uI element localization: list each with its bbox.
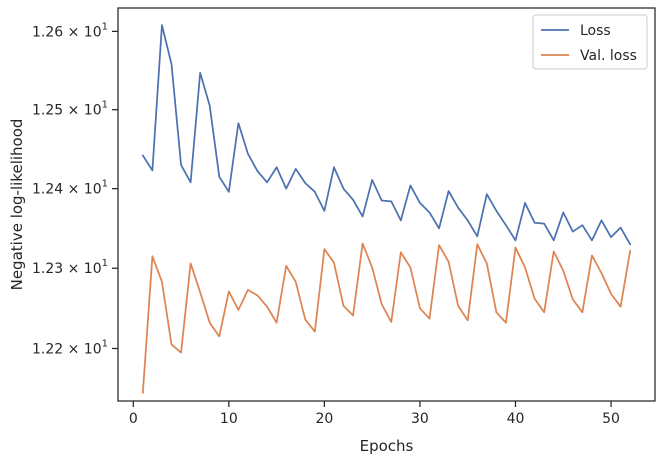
y-tick-times: × [63,182,84,198]
y-tick-exponent: 1 [102,179,108,190]
y-tick-times: × [63,341,84,357]
x-axis-label: Epochs [360,437,414,455]
y-tick-mantissa: 1.23 [32,261,63,277]
y-tick-times: × [63,261,84,277]
x-tick-label: 30 [411,411,429,427]
y-tick-mantissa: 1.25 [32,103,63,119]
y-tick-mantissa: 1.22 [32,341,63,357]
y-tick-label: 1.24 × 101 [32,179,108,198]
y-tick-exponent: 1 [102,100,108,111]
y-tick-label: 1.23 × 101 [32,258,108,277]
legend: Loss Val. loss [532,14,648,70]
y-tick-mantissa: 1.26 [32,24,63,40]
series-line-val-loss [141,242,632,394]
y-tick-mantissa: 1.24 [32,182,63,198]
legend-label-val-loss: Val. loss [580,48,637,64]
series-lines [141,24,632,394]
y-tick-times: × [63,24,84,40]
y-tick-exponent: 1 [102,21,108,32]
legend-label-loss: Loss [580,23,611,39]
y-tick-times: × [63,103,84,119]
y-tick-exponent: 1 [102,338,108,349]
y-tick-base: 10 [84,182,102,198]
y-tick-base: 10 [84,261,102,277]
y-tick-base: 10 [84,24,102,40]
x-tick-label: 10 [220,411,238,427]
y-tick-base: 10 [84,103,102,119]
x-tick-label: 50 [602,411,620,427]
series-line-loss [141,24,632,246]
x-tick-label: 0 [129,411,138,427]
y-tick-base: 10 [84,341,102,357]
y-tick-label: 1.22 × 101 [32,338,108,357]
y-axis-label: Negative log-likelihood [8,119,26,291]
y-tick-label: 1.26 × 101 [32,21,108,40]
y-tick-label: 1.25 × 101 [32,100,108,119]
plot-frame [117,7,656,402]
x-tick-label: 20 [315,411,333,427]
x-tick-label: 40 [507,411,525,427]
y-tick-exponent: 1 [102,258,108,269]
